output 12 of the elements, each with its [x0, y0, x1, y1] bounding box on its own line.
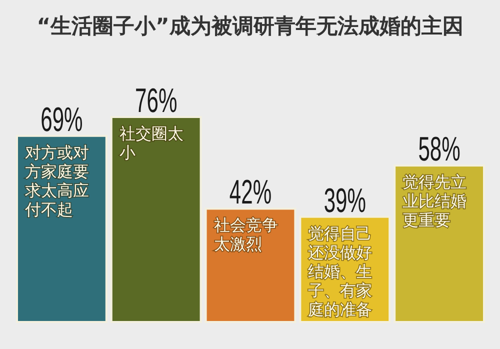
chart-title: “生活圈子小”成为被调研青年无法成婚的主因 — [36, 14, 464, 38]
data-label: 76% — [135, 80, 178, 120]
x-tick-label: 社交圈太小 — [119, 124, 184, 162]
data-label: 69% — [40, 100, 83, 138]
x-tick-label: 对方或对方家庭要求太高应付不起 — [24, 142, 89, 219]
x-tick-label: 觉得自己还没做好结婚、生子、有家庭的准备 — [308, 224, 372, 319]
data-label: 58% — [418, 129, 460, 168]
data-label: 39% — [324, 180, 366, 220]
data-label: 42% — [229, 172, 272, 211]
x-tick-label: 社会竞争太激烈 — [214, 216, 278, 254]
bar — [110, 116, 202, 323]
x-tick-label: 觉得先立业比结婚更重要 — [402, 172, 467, 230]
